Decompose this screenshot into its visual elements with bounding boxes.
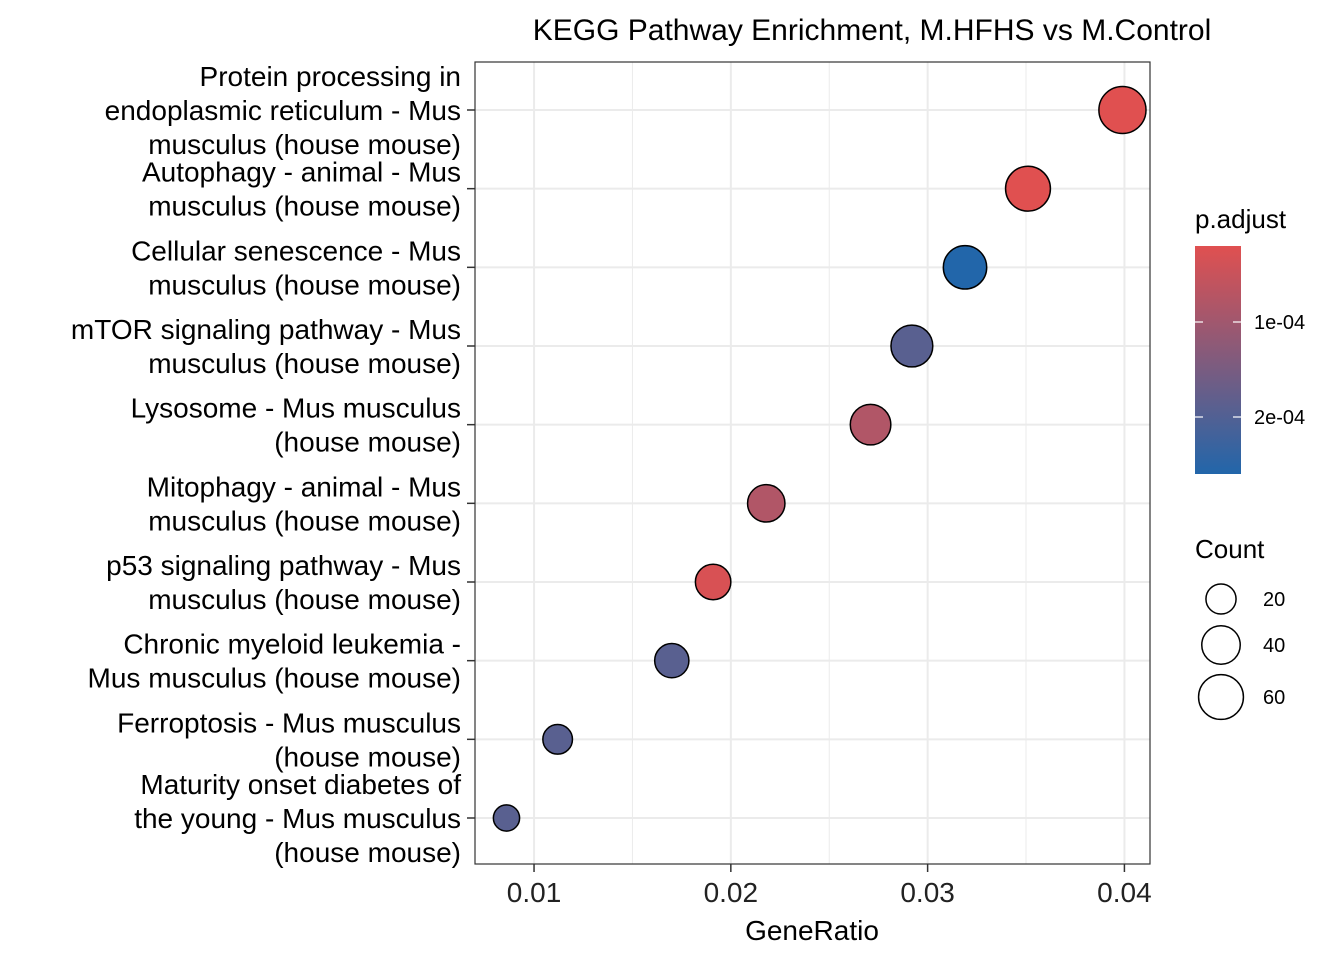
size-legend-label: 40 [1263, 635, 1285, 657]
data-point [653, 642, 690, 679]
y-tick-label: Lysosome - Mus musculus (house mouse) [131, 393, 461, 458]
x-axis-title: GeneRatio [745, 915, 879, 946]
y-tick-label: Ferroptosis - Mus musculus (house mouse) [117, 707, 461, 772]
size-legend-key [1205, 583, 1237, 615]
colorbar-tick-label: 1e-04 [1254, 312, 1305, 334]
x-tick-label: 0.02 [704, 877, 759, 908]
y-tick-label: Autophagy - animal - Mus musculus (house … [142, 157, 461, 222]
y-tick-label: Chronic myeloid leukemia -Mus musculus (… [88, 629, 461, 694]
chart-title: KEGG Pathway Enrichment, M.HFHS vs M.Con… [533, 14, 1212, 47]
plot-panel-border [474, 61, 1151, 865]
x-tick-label: 0.04 [1097, 877, 1152, 908]
colorbar [1195, 246, 1241, 474]
y-tick-label: Maturity onset diabetes of the young - Mu… [134, 769, 461, 868]
data-point [492, 804, 521, 832]
data-point [1004, 165, 1052, 212]
x-tick-label: 0.01 [507, 877, 562, 908]
data-point [849, 403, 892, 446]
x-tick-label: 0.03 [900, 877, 955, 908]
y-tick-label: Protein processing in endoplasmic reticul… [105, 61, 461, 160]
legend-p-adjust-title: p.adjust [1195, 204, 1287, 234]
data-point [542, 723, 574, 755]
data-point [746, 483, 786, 523]
size-legend-key [1201, 625, 1241, 665]
legend-count: Count 20 40 60 [1195, 534, 1285, 721]
y-tick-label: p53 signaling pathway - Mus musculus (hou… [106, 550, 461, 615]
points-layer [492, 85, 1147, 832]
y-axis: Protein processing in endoplasmic reticul… [71, 61, 475, 868]
y-tick-label: Mitophagy - animal - Mus musculus (house … [147, 471, 461, 536]
x-axis: 0.01 0.02 0.03 0.04 [507, 864, 1152, 908]
legend-count-title: Count [1195, 534, 1265, 564]
data-point [694, 563, 732, 601]
data-point [942, 244, 988, 290]
size-legend-key [1197, 673, 1245, 721]
size-legend-label: 60 [1263, 687, 1285, 709]
data-point [890, 324, 934, 368]
colorbar-tick-label: 2e-04 [1254, 407, 1305, 429]
y-tick-label: mTOR signaling pathway - Mus musculus (ho… [71, 314, 461, 379]
grid-layer [475, 62, 1150, 864]
size-legend-label: 20 [1263, 589, 1285, 611]
y-tick-label: Cellular senescence - Mus musculus (house… [131, 235, 461, 300]
legend-p-adjust: p.adjust 1e-04 2e-04 [1195, 204, 1305, 474]
data-point [1098, 85, 1147, 135]
